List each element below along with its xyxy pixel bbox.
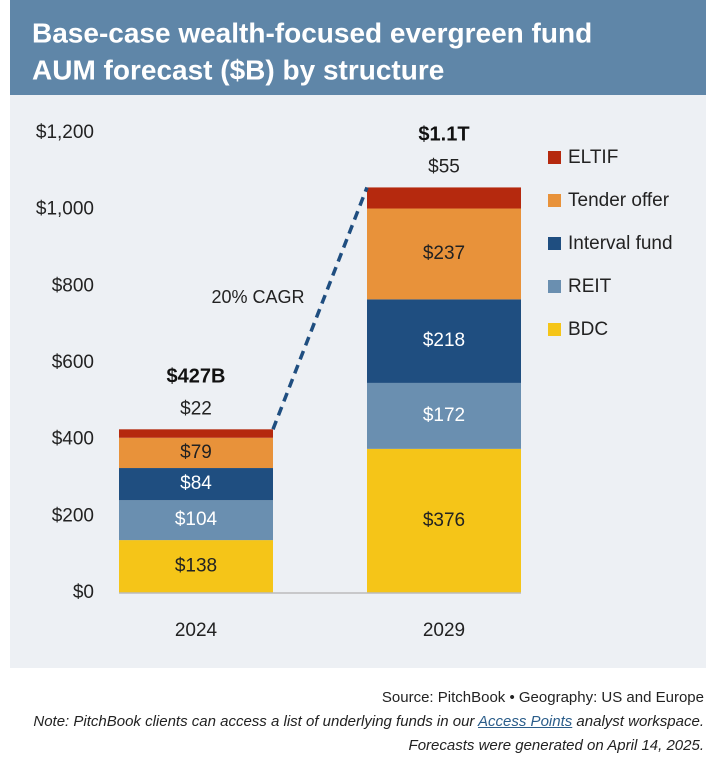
bar-segment <box>367 208 521 300</box>
legend-label: BDC <box>568 319 608 340</box>
cagr-line <box>271 186 369 430</box>
note-text: analyst workspace. Forecasts were genera… <box>408 713 704 754</box>
total-label: $1.1T <box>418 124 469 146</box>
legend-swatch <box>548 280 561 293</box>
legend-label: Tender offer <box>568 190 670 211</box>
bar-segment <box>119 429 273 438</box>
bar-segment <box>367 187 521 209</box>
y-tick-label: $0 <box>73 582 94 603</box>
title-bar <box>10 0 706 95</box>
footer: Source: PitchBook • Geography: US and Eu… <box>0 668 704 758</box>
bar-segment <box>119 540 273 593</box>
legend-swatch <box>548 151 561 164</box>
legend-label: ELTIF <box>568 147 618 168</box>
plot-panel <box>10 95 706 668</box>
x-tick-label: 2024 <box>175 620 218 641</box>
data-label: $172 <box>423 405 465 426</box>
y-tick-label: $1,200 <box>36 122 94 143</box>
y-tick-label: $800 <box>52 275 94 296</box>
data-label: $22 <box>180 398 212 419</box>
note-link[interactable]: Access Points <box>478 713 573 730</box>
data-label: $237 <box>423 243 465 264</box>
y-tick-label: $400 <box>52 429 94 450</box>
note: Note: PitchBook clients can access a lis… <box>0 710 704 758</box>
annotation: 20% CAGR <box>211 287 304 307</box>
data-label: $84 <box>180 473 212 494</box>
chart: Base-case wealth-focused evergreen fund … <box>10 0 706 668</box>
legend-label: REIT <box>568 276 612 297</box>
bar-segment <box>367 299 521 383</box>
bar-segment <box>119 500 273 541</box>
y-tick-label: $200 <box>52 505 94 526</box>
data-label: $138 <box>175 556 217 577</box>
bar-segment <box>367 448 521 593</box>
chart-title: AUM forecast ($B) by structure <box>32 54 444 85</box>
data-label: $55 <box>428 156 460 177</box>
legend-swatch <box>548 194 561 207</box>
data-label: $79 <box>180 442 212 463</box>
bar-segment <box>367 382 521 449</box>
chart-title: Base-case wealth-focused evergreen fund <box>32 17 592 48</box>
data-label: $218 <box>423 330 465 351</box>
data-label: $104 <box>175 509 218 530</box>
bar-segment <box>119 437 273 469</box>
x-tick-label: 2029 <box>423 620 465 641</box>
total-label: $427B <box>167 366 226 388</box>
source: Source: PitchBook • Geography: US and Eu… <box>381 689 704 706</box>
y-tick-label: $600 <box>52 352 94 373</box>
legend-swatch <box>548 237 561 250</box>
data-label: $376 <box>423 510 465 531</box>
legend-label: Interval fund <box>568 233 673 254</box>
bar-segment <box>119 468 273 501</box>
y-tick-label: $1,000 <box>36 199 94 220</box>
note-text: Note: PitchBook clients can access a lis… <box>33 713 479 730</box>
legend-swatch <box>548 323 561 336</box>
